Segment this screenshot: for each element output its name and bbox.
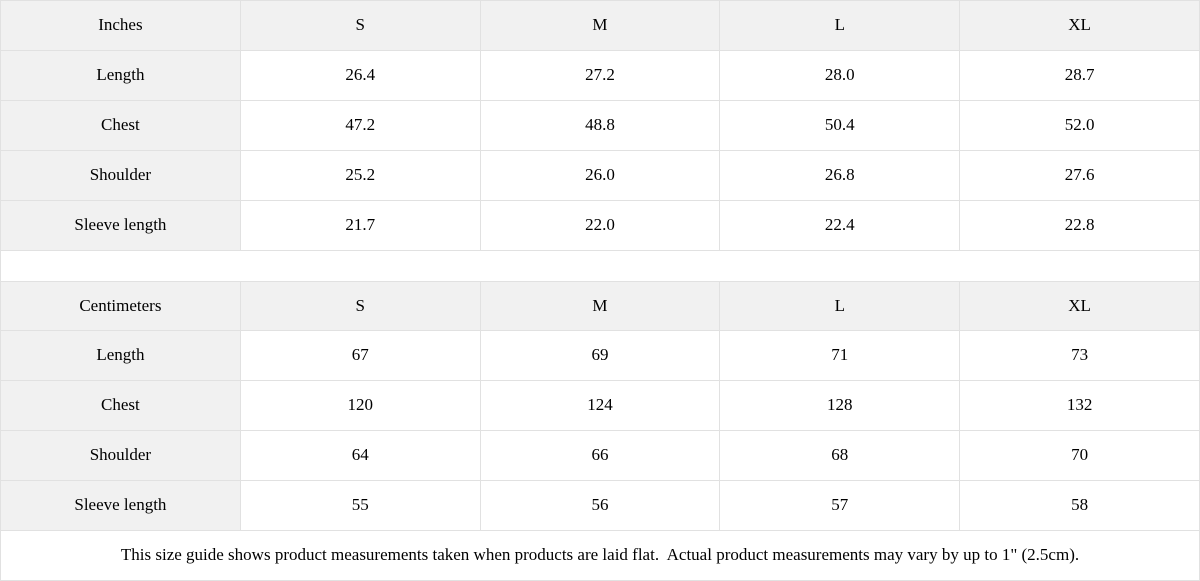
row-label-chest: Chest <box>0 380 241 431</box>
measurement-cell: 68 <box>719 430 961 481</box>
row-label-shoulder: Shoulder <box>0 430 241 481</box>
size-header-l: L <box>719 0 961 51</box>
cm-chest-row: Chest 120 124 128 132 <box>0 380 1200 431</box>
measurement-cell: 64 <box>239 430 481 481</box>
inches-header-row: Inches S M L XL <box>0 0 1200 51</box>
size-guide-footnote: This size guide shows product measuremen… <box>0 530 1200 581</box>
inches-chest-row: Chest 47.2 48.8 50.4 52.0 <box>0 100 1200 151</box>
size-header-xl: XL <box>959 281 1200 331</box>
measurement-cell: 22.4 <box>719 200 961 251</box>
measurement-cell: 28.7 <box>959 50 1200 101</box>
measurement-cell: 27.2 <box>479 50 721 101</box>
measurement-cell: 27.6 <box>959 150 1200 201</box>
cm-shoulder-row: Shoulder 64 66 68 70 <box>0 430 1200 481</box>
measurement-cell: 58 <box>959 480 1200 531</box>
row-label-chest: Chest <box>0 100 241 151</box>
unit-header-inches: Inches <box>0 0 241 51</box>
table-spacer-row <box>0 250 1200 282</box>
measurement-cell: 22.0 <box>479 200 721 251</box>
footnote-row: This size guide shows product measuremen… <box>0 530 1200 581</box>
measurement-cell: 70 <box>959 430 1200 481</box>
measurement-cell: 71 <box>719 330 961 381</box>
measurement-cell: 66 <box>479 430 721 481</box>
measurement-cell: 26.0 <box>479 150 721 201</box>
measurement-cell: 28.0 <box>719 50 961 101</box>
measurement-cell: 26.8 <box>719 150 961 201</box>
measurement-cell: 73 <box>959 330 1200 381</box>
row-label-length: Length <box>0 50 241 101</box>
unit-header-centimeters: Centimeters <box>0 281 241 331</box>
inches-sleeve-row: Sleeve length 21.7 22.0 22.4 22.8 <box>0 200 1200 251</box>
measurement-cell: 26.4 <box>239 50 481 101</box>
size-header-l: L <box>719 281 961 331</box>
measurement-cell: 132 <box>959 380 1200 431</box>
row-label-length: Length <box>0 330 241 381</box>
row-label-sleeve-length: Sleeve length <box>0 480 241 531</box>
row-label-shoulder: Shoulder <box>0 150 241 201</box>
measurement-cell: 25.2 <box>239 150 481 201</box>
size-header-xl: XL <box>959 0 1200 51</box>
measurement-cell: 120 <box>239 380 481 431</box>
spacer-cell <box>0 250 1200 282</box>
size-header-m: M <box>479 281 721 331</box>
cm-length-row: Length 67 69 71 73 <box>0 330 1200 381</box>
inches-shoulder-row: Shoulder 25.2 26.0 26.8 27.6 <box>0 150 1200 201</box>
row-label-sleeve-length: Sleeve length <box>0 200 241 251</box>
measurement-cell: 47.2 <box>239 100 481 151</box>
measurement-cell: 128 <box>719 380 961 431</box>
inches-length-row: Length 26.4 27.2 28.0 28.7 <box>0 50 1200 101</box>
measurement-cell: 55 <box>239 480 481 531</box>
measurement-cell: 57 <box>719 480 961 531</box>
measurement-cell: 50.4 <box>719 100 961 151</box>
centimeters-header-row: Centimeters S M L XL <box>0 281 1200 331</box>
size-header-m: M <box>479 0 721 51</box>
measurement-cell: 56 <box>479 480 721 531</box>
measurement-cell: 124 <box>479 380 721 431</box>
measurement-cell: 69 <box>479 330 721 381</box>
measurement-cell: 52.0 <box>959 100 1200 151</box>
measurement-cell: 22.8 <box>959 200 1200 251</box>
size-header-s: S <box>239 281 481 331</box>
measurement-cell: 48.8 <box>479 100 721 151</box>
measurement-cell: 67 <box>239 330 481 381</box>
cm-sleeve-row: Sleeve length 55 56 57 58 <box>0 480 1200 531</box>
size-header-s: S <box>239 0 481 51</box>
measurement-cell: 21.7 <box>239 200 481 251</box>
